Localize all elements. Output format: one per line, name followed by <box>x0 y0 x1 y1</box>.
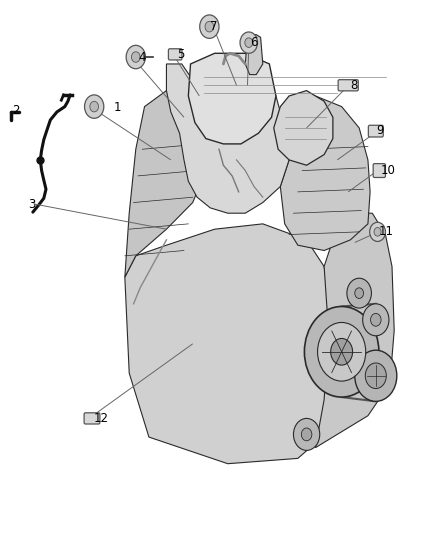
Circle shape <box>363 304 389 336</box>
Circle shape <box>374 228 381 236</box>
Circle shape <box>355 288 364 298</box>
Circle shape <box>205 21 214 32</box>
FancyBboxPatch shape <box>338 79 358 91</box>
Text: 9: 9 <box>377 124 384 137</box>
FancyBboxPatch shape <box>373 164 385 177</box>
Text: 5: 5 <box>177 48 185 61</box>
Circle shape <box>331 338 353 365</box>
Circle shape <box>370 222 385 241</box>
Polygon shape <box>166 64 289 213</box>
FancyBboxPatch shape <box>84 413 100 424</box>
Text: 8: 8 <box>350 79 358 92</box>
Polygon shape <box>274 91 333 165</box>
Polygon shape <box>125 91 210 277</box>
Text: 2: 2 <box>12 104 20 117</box>
Polygon shape <box>188 53 276 144</box>
Circle shape <box>304 306 379 397</box>
Polygon shape <box>125 224 333 464</box>
Circle shape <box>355 350 397 401</box>
Circle shape <box>347 278 371 308</box>
Text: 4: 4 <box>138 51 145 64</box>
Circle shape <box>301 428 312 441</box>
Circle shape <box>85 95 104 118</box>
Circle shape <box>365 363 386 389</box>
Polygon shape <box>245 35 263 75</box>
Circle shape <box>131 52 140 62</box>
Circle shape <box>200 15 219 38</box>
Text: 1: 1 <box>114 101 121 114</box>
Circle shape <box>90 101 99 112</box>
Circle shape <box>371 313 381 326</box>
Circle shape <box>318 322 366 381</box>
Text: 6: 6 <box>250 36 257 49</box>
Circle shape <box>126 45 145 69</box>
Circle shape <box>240 32 258 53</box>
Polygon shape <box>280 96 370 251</box>
Polygon shape <box>315 213 394 448</box>
FancyBboxPatch shape <box>368 125 383 137</box>
Text: 12: 12 <box>94 412 109 425</box>
Text: 3: 3 <box>28 198 36 211</box>
Text: 10: 10 <box>381 164 396 177</box>
FancyBboxPatch shape <box>168 49 182 60</box>
Text: 11: 11 <box>379 225 394 238</box>
Text: 7: 7 <box>210 20 218 33</box>
Circle shape <box>293 418 320 450</box>
Circle shape <box>245 38 253 47</box>
